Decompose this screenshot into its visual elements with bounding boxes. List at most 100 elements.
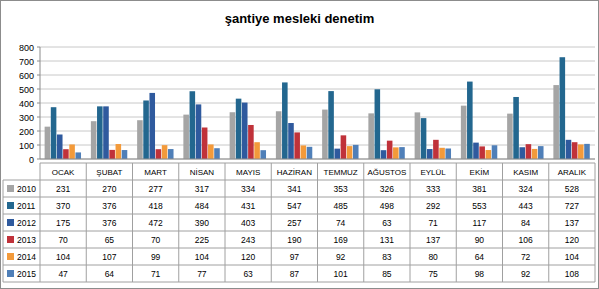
table-value: 175 (56, 218, 70, 228)
bars (45, 57, 590, 159)
bar (109, 150, 115, 159)
y-tick-label: 300 (19, 113, 34, 123)
bar (51, 107, 57, 159)
table-line (271, 163, 272, 282)
x-tick-label: NİSAN (190, 168, 215, 177)
table-line (3, 214, 595, 215)
table-value: 418 (149, 201, 163, 211)
bar (254, 142, 260, 159)
table-value: 485 (334, 201, 348, 211)
table-line (3, 248, 595, 249)
table-value: 317 (195, 184, 209, 194)
table-value: 547 (287, 201, 301, 211)
bar (301, 145, 307, 159)
bar (553, 85, 559, 159)
y-tick-label: 600 (19, 71, 34, 81)
legend-swatch (7, 270, 14, 277)
table-value: 77 (197, 269, 207, 279)
table-value: 333 (426, 184, 440, 194)
bar (467, 82, 473, 159)
bar (368, 113, 374, 159)
table-value: 104 (195, 252, 209, 262)
x-tick-label: EYLÜL (420, 168, 446, 177)
table-value: 120 (241, 252, 255, 262)
table-value: 292 (426, 201, 440, 211)
table-line (317, 163, 318, 282)
bar (288, 123, 294, 159)
legend-swatch (7, 219, 14, 226)
table-value: 190 (287, 235, 301, 245)
table-value: 87 (290, 269, 300, 279)
table-value: 528 (565, 184, 579, 194)
table-value: 341 (287, 184, 301, 194)
grid-line (40, 75, 595, 76)
bar (202, 128, 208, 160)
bar (492, 145, 498, 159)
table-value: 131 (380, 235, 394, 245)
bar (69, 144, 75, 159)
bar (353, 145, 359, 159)
table-value: 63 (243, 269, 253, 279)
table-value: 104 (56, 252, 70, 262)
bar (307, 147, 313, 159)
table-value: 117 (473, 218, 487, 228)
table-value: 472 (149, 218, 163, 228)
y-tick-label: 500 (19, 85, 34, 95)
y-tick-label: 800 (19, 43, 34, 53)
table-line (3, 197, 595, 198)
bar (242, 103, 248, 159)
table-line (132, 163, 133, 282)
table-value: 101 (334, 269, 348, 279)
table-line (3, 180, 4, 282)
bar (393, 147, 399, 159)
bar (168, 149, 174, 159)
bar (532, 149, 538, 159)
table-value: 390 (195, 218, 209, 228)
table-value: 70 (58, 235, 68, 245)
table-value: 90 (475, 235, 485, 245)
bar (486, 150, 492, 159)
bar (236, 99, 242, 159)
y-tick-label: 0 (29, 155, 34, 165)
legend-label: 2012 (17, 218, 36, 228)
bar (381, 150, 387, 159)
bar (433, 140, 439, 159)
bar (399, 147, 405, 159)
table-value: 104 (565, 252, 579, 262)
bar (439, 148, 445, 159)
grid-line (40, 159, 595, 160)
table-value: 257 (287, 218, 301, 228)
bar (149, 93, 155, 159)
table-value: 85 (382, 269, 392, 279)
table-line (363, 163, 364, 282)
table-value: 106 (519, 235, 533, 245)
table-value: 353 (334, 184, 348, 194)
x-tick-label: HAZİRAN (277, 168, 312, 177)
table-value: 225 (195, 235, 209, 245)
table-line (225, 163, 226, 282)
bar (156, 149, 162, 159)
bar (248, 125, 254, 159)
bar (421, 118, 427, 159)
table-line (178, 163, 179, 282)
table-line (595, 163, 596, 282)
bar (427, 149, 433, 159)
bar (260, 150, 266, 159)
title: şantiye mesleki denetim (225, 11, 375, 26)
table-value: 484 (195, 201, 209, 211)
bar (461, 106, 467, 159)
bar (341, 135, 347, 159)
bar (387, 141, 393, 159)
x-tick-label: OCAK (52, 168, 75, 177)
table-value: 231 (56, 184, 70, 194)
grid-line (40, 89, 595, 90)
bar (190, 91, 196, 159)
table-value: 72 (521, 252, 531, 262)
bar (116, 144, 122, 159)
table-line (86, 163, 87, 282)
table-value: 108 (565, 269, 579, 279)
bar (415, 112, 421, 159)
table-value: 137 (565, 218, 579, 228)
bar (162, 145, 168, 159)
x-tick-label: MAYIS (236, 168, 260, 177)
